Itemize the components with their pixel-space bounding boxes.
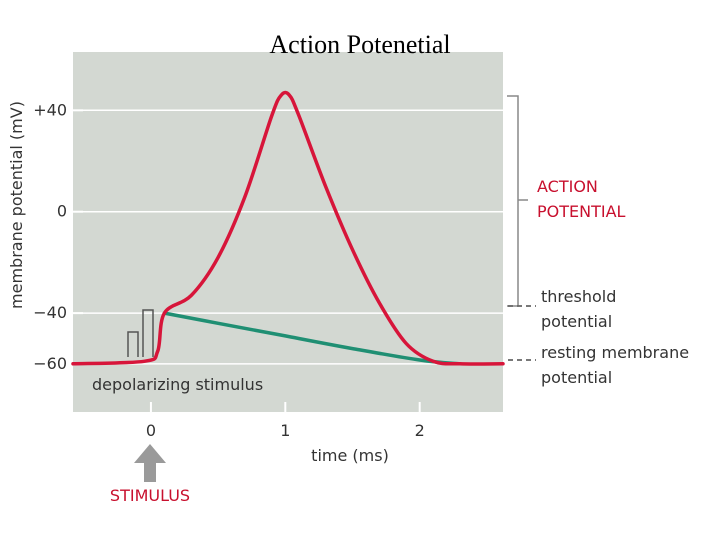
action-potential-label-line-1: ACTION	[537, 177, 598, 196]
grid-lines	[73, 109, 503, 365]
plot-background	[73, 52, 503, 412]
stimulus-arrow-icon	[134, 444, 166, 482]
stimulus-step-small	[127, 331, 139, 357]
series-line-0	[71, 90, 505, 366]
y-tick-label-2: −40	[33, 303, 67, 322]
series-line-1	[162, 311, 462, 366]
action-potential-bracket	[507, 95, 519, 307]
threshold-label-line-1: threshold	[541, 287, 616, 306]
x-tick-label-1: 1	[280, 421, 290, 440]
chart-title: Action Potenetial	[269, 30, 450, 59]
x-tick-label-0: 0	[146, 421, 156, 440]
x-axis-ticks: 0 1 2	[146, 402, 425, 440]
y-tick-label-0: +40	[33, 100, 67, 119]
stimulus-step-large	[142, 309, 154, 357]
x-tick-label-2: 2	[415, 421, 425, 440]
y-axis-label: membrane potential (mV)	[7, 101, 26, 309]
depolarizing-stimulus-label: depolarizing stimulus	[92, 375, 263, 394]
series-lines	[71, 90, 505, 366]
x-axis-label: time (ms)	[311, 446, 389, 465]
resting-label-line-2: potential	[541, 368, 612, 387]
stimulus-label: STIMULUS	[110, 486, 190, 505]
resting-label-line-1: resting membrane	[541, 343, 689, 362]
y-tick-label-1: 0	[57, 202, 67, 221]
y-tick-label-3: −60	[33, 354, 67, 373]
action-potential-label-line-2: POTENTIAL	[537, 202, 626, 221]
threshold-label-line-2: potential	[541, 312, 612, 331]
